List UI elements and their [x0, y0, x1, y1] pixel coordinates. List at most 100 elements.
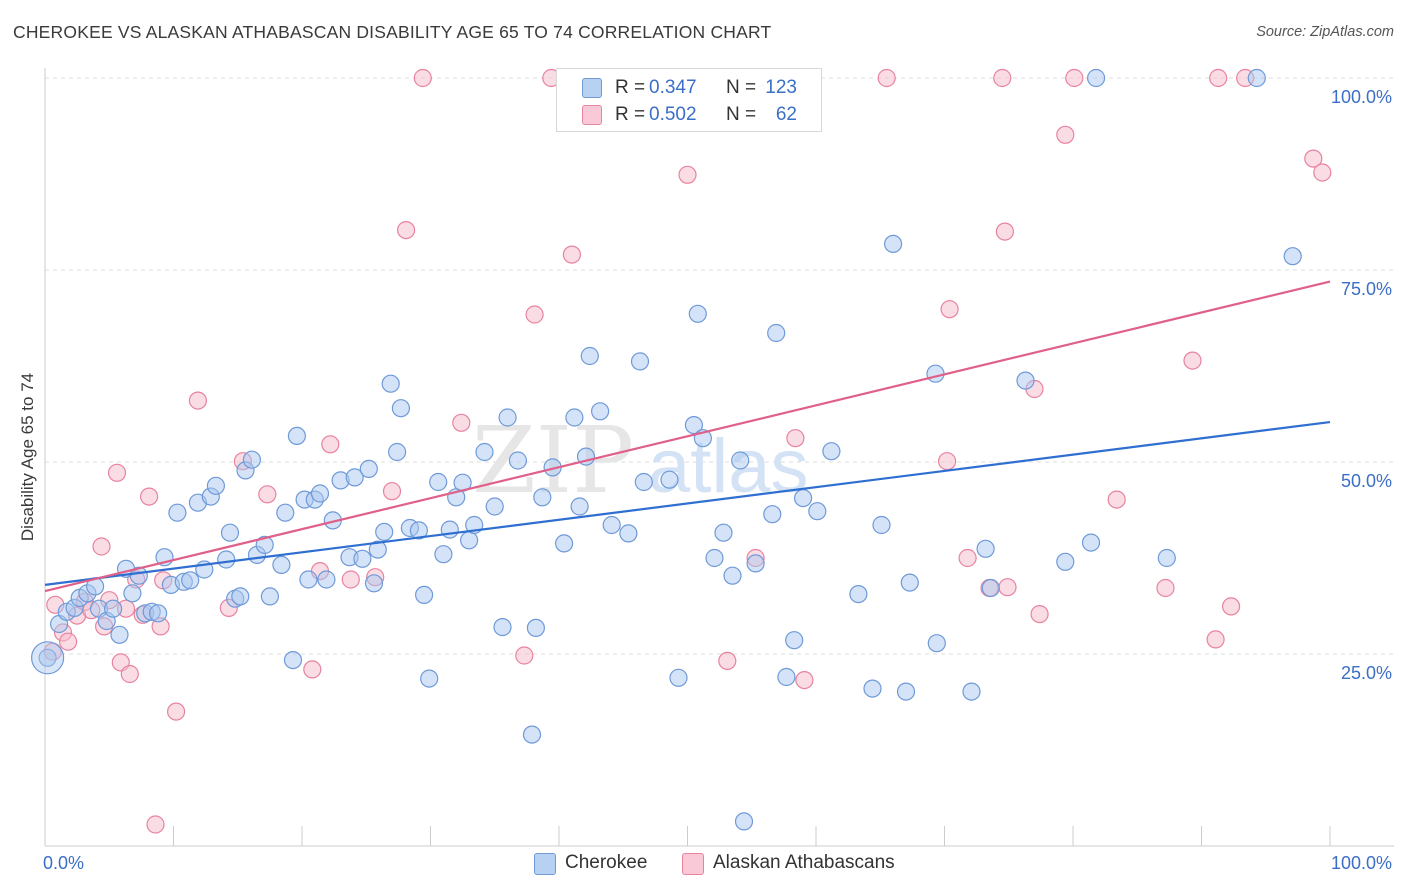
cherokee-point[interactable] — [522, 725, 542, 744]
cherokee-point[interactable] — [723, 566, 742, 585]
athabascan-point[interactable] — [515, 646, 534, 665]
cherokee-point[interactable] — [493, 617, 512, 637]
cherokee-point[interactable] — [110, 625, 129, 644]
athabascan-point[interactable] — [382, 482, 402, 501]
athabascan-point[interactable] — [937, 452, 957, 471]
cherokee-point[interactable] — [381, 374, 400, 393]
cherokee-point[interactable] — [375, 522, 394, 542]
cherokee-point[interactable] — [565, 408, 584, 427]
cherokee-point[interactable] — [808, 502, 827, 521]
cherokee-point[interactable] — [299, 570, 318, 589]
cherokee-point[interactable] — [570, 497, 589, 516]
cherokee-point[interactable] — [103, 599, 123, 618]
cherokee-point[interactable] — [896, 682, 916, 701]
cherokee-point[interactable] — [526, 618, 546, 638]
cherokee-point[interactable] — [926, 364, 945, 383]
athabascan-point[interactable] — [107, 463, 127, 482]
cherokee-point[interactable] — [900, 573, 919, 592]
athabascan-point[interactable] — [92, 537, 111, 556]
cherokee-point[interactable] — [734, 812, 754, 831]
cherokee-point[interactable] — [822, 442, 841, 461]
athabascan-point[interactable] — [120, 664, 139, 684]
cherokee-point[interactable] — [602, 515, 621, 535]
cherokee-point[interactable] — [317, 570, 336, 589]
cherokee-point[interactable] — [1157, 548, 1176, 568]
cherokee-point[interactable] — [660, 470, 679, 489]
athabascan-point[interactable] — [940, 300, 959, 319]
athabascan-point[interactable] — [146, 815, 165, 834]
cherokee-point[interactable] — [746, 554, 765, 573]
athabascan-point[interactable] — [525, 305, 544, 324]
athabascan-point[interactable] — [958, 548, 977, 568]
athabascan-point[interactable] — [413, 68, 432, 88]
athabascan-point[interactable] — [995, 222, 1015, 241]
athabascan-point[interactable] — [1183, 351, 1202, 370]
athabascan-point[interactable] — [877, 68, 896, 88]
cherokee-point[interactable] — [217, 550, 236, 569]
cherokee-point[interactable] — [554, 534, 574, 553]
cherokee-point[interactable] — [533, 488, 552, 507]
cherokee-point[interactable] — [630, 352, 650, 371]
cherokee-point[interactable] — [962, 682, 981, 701]
athabascan-point[interactable] — [1209, 68, 1228, 88]
cherokee-point[interactable] — [793, 489, 813, 508]
cherokee-point[interactable] — [475, 442, 494, 462]
cherokee-point[interactable] — [883, 234, 903, 253]
athabascan-point[interactable] — [303, 660, 322, 679]
cherokee-point[interactable] — [38, 648, 57, 667]
cherokee-point[interactable] — [206, 476, 225, 495]
cherokee-point[interactable] — [1086, 68, 1106, 88]
athabascan-point[interactable] — [998, 578, 1017, 597]
cherokee-point[interactable] — [364, 574, 384, 593]
athabascan-point[interactable] — [1030, 604, 1049, 624]
cherokee-point[interactable] — [777, 667, 796, 687]
cherokee-cluster-point[interactable] — [30, 641, 65, 675]
cherokee-point[interactable] — [619, 524, 638, 543]
athabascan-point[interactable] — [321, 435, 340, 454]
cherokee-point[interactable] — [872, 515, 891, 535]
cherokee-point[interactable] — [927, 634, 946, 653]
cherokee-point[interactable] — [359, 459, 378, 478]
cherokee-point[interactable] — [391, 399, 410, 418]
cherokee-point[interactable] — [272, 555, 291, 575]
cherokee-point[interactable] — [168, 503, 187, 522]
cherokee-point[interactable] — [976, 539, 995, 558]
cherokee-point[interactable] — [388, 442, 407, 462]
cherokee-point[interactable] — [242, 450, 261, 469]
cherokee-point[interactable] — [981, 578, 1000, 598]
cherokee-point[interactable] — [429, 472, 448, 492]
cherokee-point[interactable] — [590, 402, 610, 421]
athabascan-point[interactable] — [1206, 630, 1225, 649]
cherokee-point[interactable] — [763, 505, 782, 524]
cherokee-point[interactable] — [767, 323, 786, 343]
cherokee-point[interactable] — [485, 497, 504, 516]
cherokee-point[interactable] — [1081, 533, 1101, 552]
athabascan-point[interactable] — [140, 487, 159, 506]
cherokee-point[interactable] — [420, 669, 439, 688]
cherokee-point[interactable] — [1016, 371, 1035, 390]
athabascan-point[interactable] — [452, 413, 471, 432]
athabascan-point[interactable] — [786, 429, 805, 448]
athabascan-point[interactable] — [1156, 578, 1175, 598]
cherokee-point[interactable] — [849, 584, 868, 604]
cherokee-point[interactable] — [508, 451, 528, 470]
athabascan-point[interactable] — [795, 670, 814, 690]
cherokee-point[interactable] — [434, 545, 453, 564]
cherokee-point[interactable] — [1247, 68, 1266, 88]
cherokee-point[interactable] — [260, 587, 279, 606]
cherokee-point[interactable] — [634, 472, 653, 492]
cherokee-point[interactable] — [688, 304, 707, 323]
cherokee-point[interactable] — [460, 531, 479, 550]
cherokee-point[interactable] — [705, 548, 724, 568]
cherokee-point[interactable] — [409, 521, 428, 540]
cherokee-point[interactable] — [123, 584, 142, 603]
athabascan-point[interactable] — [1056, 125, 1075, 144]
athabascan-point[interactable] — [167, 702, 186, 721]
cherokee-point[interactable] — [498, 408, 517, 427]
cherokee-point[interactable] — [368, 540, 387, 559]
athabascan-point[interactable] — [341, 570, 360, 589]
athabascan-point[interactable] — [58, 632, 78, 651]
cherokee-point[interactable] — [231, 587, 250, 606]
cherokee-point[interactable] — [1283, 247, 1302, 266]
cherokee-point[interactable] — [287, 426, 306, 445]
